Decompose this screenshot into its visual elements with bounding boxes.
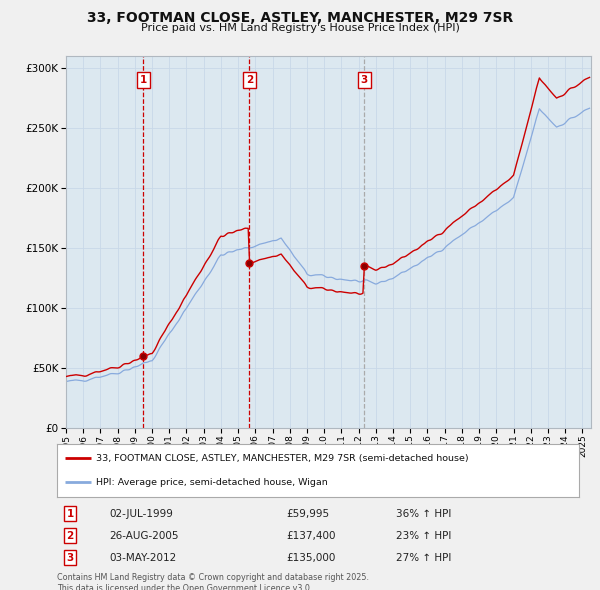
Text: 33, FOOTMAN CLOSE, ASTLEY, MANCHESTER, M29 7SR: 33, FOOTMAN CLOSE, ASTLEY, MANCHESTER, M…	[87, 11, 513, 25]
Text: 1: 1	[67, 509, 74, 519]
Text: £135,000: £135,000	[287, 553, 336, 563]
Text: 36% ↑ HPI: 36% ↑ HPI	[397, 509, 452, 519]
Text: 02-JUL-1999: 02-JUL-1999	[109, 509, 173, 519]
Text: £137,400: £137,400	[287, 531, 336, 540]
Text: 27% ↑ HPI: 27% ↑ HPI	[397, 553, 452, 563]
Text: 33, FOOTMAN CLOSE, ASTLEY, MANCHESTER, M29 7SR (semi-detached house): 33, FOOTMAN CLOSE, ASTLEY, MANCHESTER, M…	[96, 454, 469, 463]
Text: Price paid vs. HM Land Registry's House Price Index (HPI): Price paid vs. HM Land Registry's House …	[140, 23, 460, 33]
Text: £59,995: £59,995	[287, 509, 330, 519]
Text: 2: 2	[246, 75, 253, 85]
Text: 23% ↑ HPI: 23% ↑ HPI	[397, 531, 452, 540]
Text: 3: 3	[67, 553, 74, 563]
Text: Contains HM Land Registry data © Crown copyright and database right 2025.
This d: Contains HM Land Registry data © Crown c…	[57, 573, 369, 590]
Text: 3: 3	[361, 75, 368, 85]
Text: 03-MAY-2012: 03-MAY-2012	[109, 553, 176, 563]
Text: 2: 2	[67, 531, 74, 540]
Text: HPI: Average price, semi-detached house, Wigan: HPI: Average price, semi-detached house,…	[96, 478, 328, 487]
Text: 26-AUG-2005: 26-AUG-2005	[109, 531, 179, 540]
Text: 1: 1	[140, 75, 147, 85]
